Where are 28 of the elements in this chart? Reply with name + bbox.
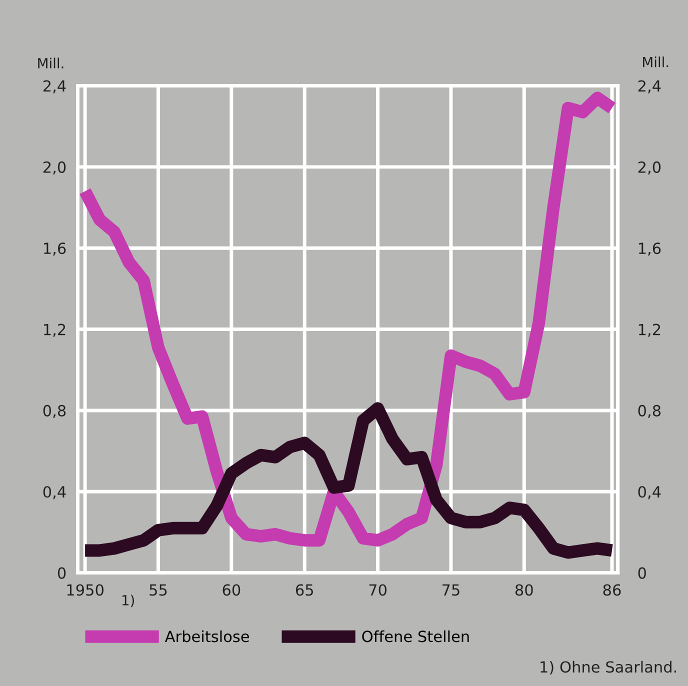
y2-tick-label: 0 <box>638 567 646 579</box>
y-tick-label: 0,4 <box>43 486 66 500</box>
x-tick-label: 75 <box>442 584 460 596</box>
y2-tick-label: 1,2 <box>638 324 660 337</box>
y-tick-label: 1,2 <box>44 324 66 337</box>
y-tick-label: 0,8 <box>43 404 66 418</box>
text: 1) <box>122 594 134 608</box>
legend-label: Offene Stellen <box>362 630 469 642</box>
y2-tick-label: 2,4 <box>638 80 661 94</box>
x-tick-label: 60 <box>222 584 240 596</box>
y-axis-title: Mill. <box>38 58 64 68</box>
y2-tick-label: 0,4 <box>638 486 661 500</box>
y-tick-label: 1,6 <box>44 242 66 256</box>
y-tick-label: 2,4 <box>43 80 66 94</box>
y-tick-label: 0 <box>58 567 66 579</box>
legend-label: Arbeitslose <box>164 630 249 642</box>
y2-tick-label: 1,6 <box>638 242 661 256</box>
x-tick-label: 86 <box>603 584 621 596</box>
y2-tick-label: 0,8 <box>638 404 661 418</box>
y2-axis-title: Mill. <box>643 56 668 68</box>
text: 1) Ohne Saarland. <box>540 660 676 675</box>
y2-tick-label: 2,0 <box>638 161 661 175</box>
x-tick-label: 1950 <box>67 584 104 596</box>
x-tick-label: 65 <box>296 584 313 596</box>
x-tick-label: 55 <box>150 584 167 596</box>
x-tick-label: 80 <box>515 584 533 596</box>
y-tick-label: 2,0 <box>43 161 66 175</box>
x-tick-label: 70 <box>369 584 386 596</box>
